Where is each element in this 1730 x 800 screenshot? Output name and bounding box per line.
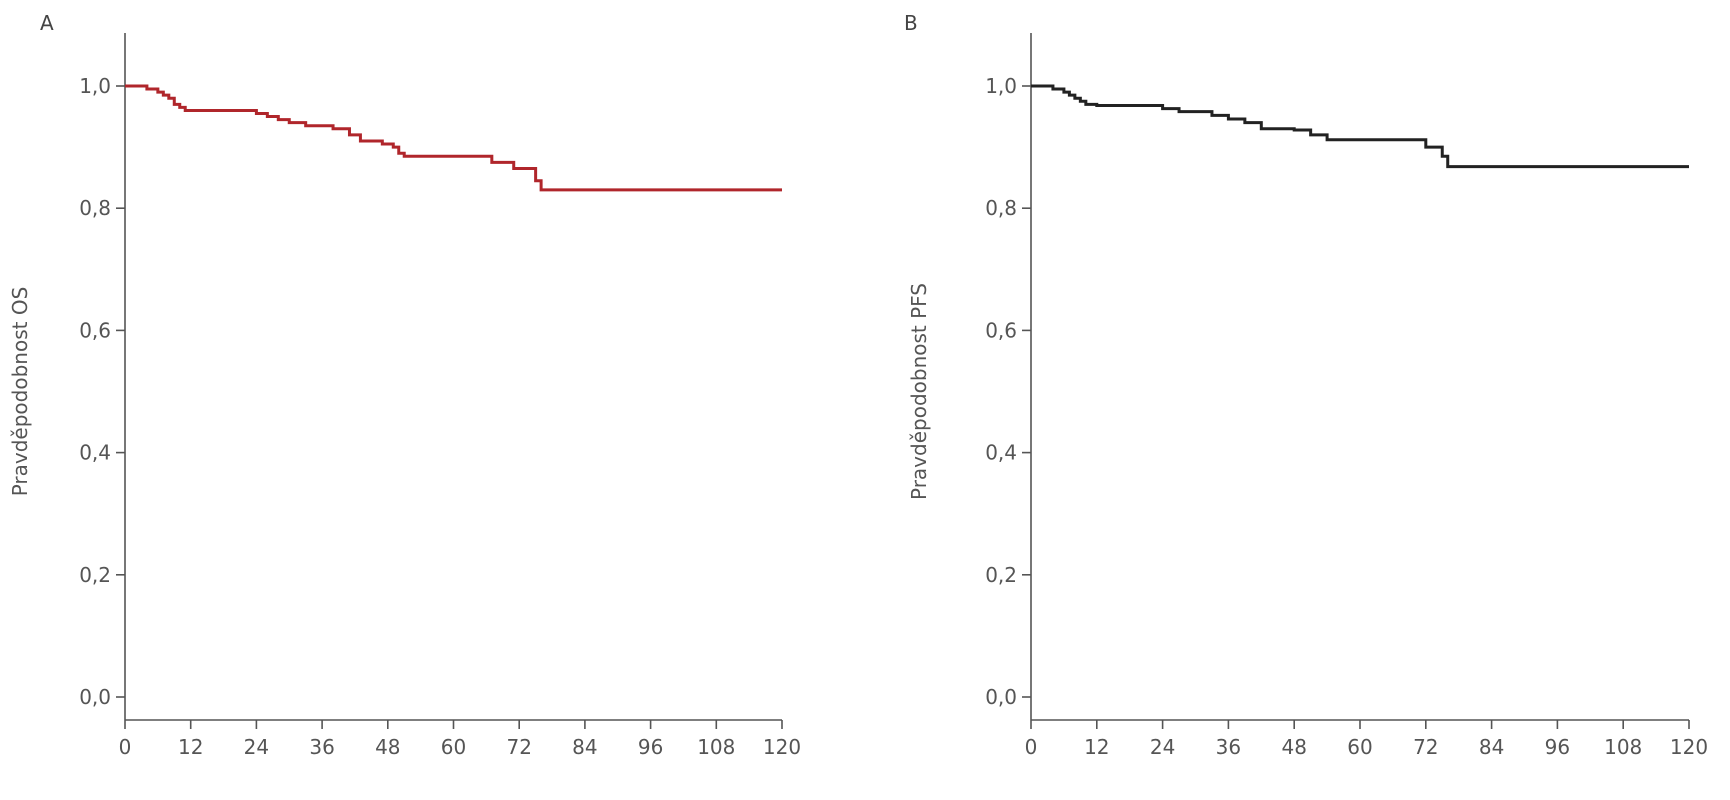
x-tick-label: 84 bbox=[1479, 735, 1504, 759]
y-axis-title: Pravděpodobnost PFS bbox=[907, 283, 931, 500]
x-tick-label: 60 bbox=[1347, 735, 1372, 759]
x-tick-label: 12 bbox=[1084, 735, 1109, 759]
y-tick-label: 0,0 bbox=[79, 685, 111, 709]
x-tick-label: 120 bbox=[763, 735, 801, 759]
x-tick-label: 72 bbox=[506, 735, 531, 759]
x-tick-label: 12 bbox=[178, 735, 203, 759]
x-tick-label: 108 bbox=[1604, 735, 1642, 759]
panel-b: B 0,0 0,2 0,4 0,6 0,8 1,0 0 12 24 36 48 60 72 84 96 108 1… bbox=[904, 11, 1708, 759]
survival-curve-os bbox=[125, 84, 782, 192]
y-tick-label: 0,4 bbox=[79, 441, 111, 465]
y-tick-label: 0,6 bbox=[79, 318, 111, 342]
y-tick-label: 0,8 bbox=[985, 196, 1017, 220]
x-tick-label: 0 bbox=[1025, 735, 1038, 759]
y-tick-label: 0,0 bbox=[985, 685, 1017, 709]
x-tick-label: 0 bbox=[119, 735, 132, 759]
x-tick-label: 96 bbox=[638, 735, 663, 759]
x-tick-label: 24 bbox=[1150, 735, 1175, 759]
y-tick-label: 0,2 bbox=[79, 563, 111, 587]
x-tick-label: 72 bbox=[1413, 735, 1438, 759]
x-tick-label: 60 bbox=[441, 735, 466, 759]
y-tick-label: 0,6 bbox=[985, 318, 1017, 342]
survival-curve-pfs bbox=[1031, 84, 1689, 169]
x-tick-label: 108 bbox=[697, 735, 735, 759]
y-tick-label: 1,0 bbox=[79, 74, 111, 98]
y-axis-title: Pravděpodobnost OS bbox=[8, 287, 32, 497]
x-tick-label: 48 bbox=[1281, 735, 1306, 759]
y-tick-label: 1,0 bbox=[985, 74, 1017, 98]
x-tick-label: 96 bbox=[1545, 735, 1570, 759]
y-tick-label: 0,4 bbox=[985, 441, 1017, 465]
y-tick-label: 0,8 bbox=[79, 196, 111, 220]
y-tick-label: 0,2 bbox=[985, 563, 1017, 587]
panel-label: B bbox=[904, 11, 918, 35]
x-tick-label: 36 bbox=[309, 735, 334, 759]
x-tick-label: 48 bbox=[375, 735, 400, 759]
x-tick-label: 84 bbox=[572, 735, 597, 759]
x-tick-label: 24 bbox=[244, 735, 269, 759]
panel-label: A bbox=[40, 11, 54, 35]
panel-a: A 0,0 0,2 0,4 0,6 0,8 1,0 0 12 24 36 48 60 72 84 96 108 1… bbox=[8, 11, 801, 759]
x-tick-label: 120 bbox=[1670, 735, 1708, 759]
x-tick-label: 36 bbox=[1216, 735, 1241, 759]
